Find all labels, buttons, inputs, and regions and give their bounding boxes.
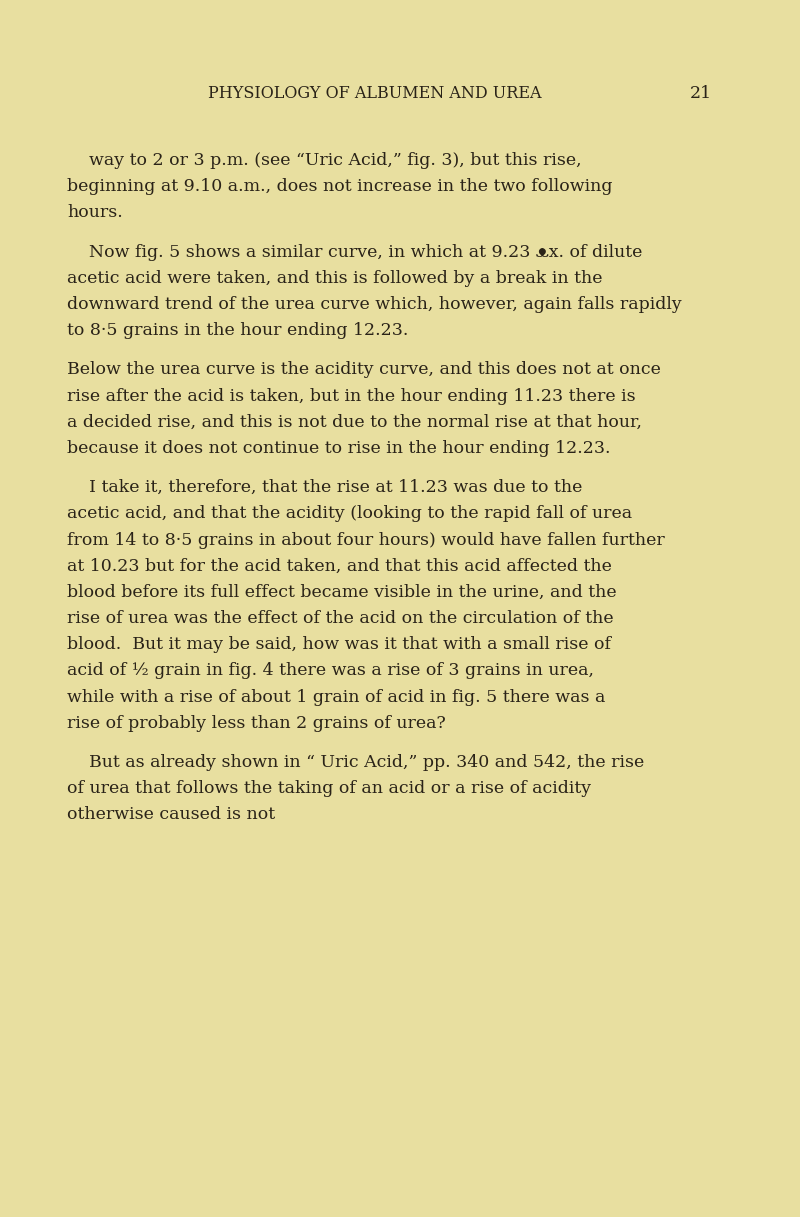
- Text: downward trend of the urea curve which, however, again falls rapidly: downward trend of the urea curve which, …: [67, 296, 682, 313]
- Text: beginning at 9.10 a.m., does not increase in the two following: beginning at 9.10 a.m., does not increas…: [67, 179, 613, 195]
- Text: Below the urea curve is the acidity curve, and this does not at once: Below the urea curve is the acidity curv…: [67, 361, 662, 378]
- Text: rise after the acid is taken, but in the hour ending 11.23 there is: rise after the acid is taken, but in the…: [67, 387, 636, 404]
- Text: at 10.23 but for the acid taken, and that this acid affected the: at 10.23 but for the acid taken, and tha…: [67, 557, 612, 574]
- Text: Now fig. 5 shows a similar curve, in which at 9.23 ᴥx. of dilute: Now fig. 5 shows a similar curve, in whi…: [67, 243, 643, 260]
- Text: from 14 to 8·5 grains in about four hours) would have fallen further: from 14 to 8·5 grains in about four hour…: [67, 532, 666, 549]
- Text: hours.: hours.: [67, 204, 123, 221]
- Text: otherwise caused is not: otherwise caused is not: [67, 806, 275, 823]
- Text: while with a rise of about 1 grain of acid in fig. 5 there was a: while with a rise of about 1 grain of ac…: [67, 689, 606, 706]
- Text: I take it, therefore, that the rise at 11.23 was due to the: I take it, therefore, that the rise at 1…: [67, 479, 583, 497]
- Text: rise of probably less than 2 grains of urea?: rise of probably less than 2 grains of u…: [67, 714, 446, 731]
- Text: acetic acid, and that the acidity (looking to the rapid fall of urea: acetic acid, and that the acidity (looki…: [67, 505, 633, 522]
- Text: a decided rise, and this is not due to the normal rise at that hour,: a decided rise, and this is not due to t…: [67, 414, 642, 431]
- Text: rise of urea was the effect of the acid on the circulation of the: rise of urea was the effect of the acid …: [67, 610, 614, 627]
- Text: acid of ½ grain in fig. 4 there was a rise of 3 grains in urea,: acid of ½ grain in fig. 4 there was a ri…: [67, 662, 594, 679]
- Text: 21: 21: [690, 85, 712, 102]
- Text: PHYSIOLOGY OF ALBUMEN AND UREA: PHYSIOLOGY OF ALBUMEN AND UREA: [208, 85, 542, 102]
- Text: way to 2 or 3 p.m. (see “Uric Acid,” fig. 3), but this rise,: way to 2 or 3 p.m. (see “Uric Acid,” fig…: [67, 152, 582, 169]
- Text: because it does not continue to rise in the hour ending 12.23.: because it does not continue to rise in …: [67, 439, 611, 456]
- Text: blood.  But it may be said, how was it that with a small rise of: blood. But it may be said, how was it th…: [67, 636, 611, 654]
- Text: But as already shown in “ Uric Acid,” pp. 340 and 542, the rise: But as already shown in “ Uric Acid,” pp…: [67, 753, 645, 770]
- Text: blood before its full effect became visible in the urine, and the: blood before its full effect became visi…: [67, 584, 617, 601]
- Text: acetic acid were taken, and this is followed by a break in the: acetic acid were taken, and this is foll…: [67, 270, 603, 287]
- Text: to 8·5 grains in the hour ending 12.23.: to 8·5 grains in the hour ending 12.23.: [67, 323, 409, 340]
- Text: of urea that follows the taking of an acid or a rise of acidity: of urea that follows the taking of an ac…: [67, 780, 591, 797]
